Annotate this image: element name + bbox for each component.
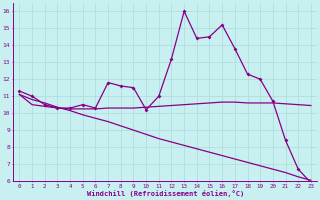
X-axis label: Windchill (Refroidissement éolien,°C): Windchill (Refroidissement éolien,°C): [86, 190, 244, 197]
